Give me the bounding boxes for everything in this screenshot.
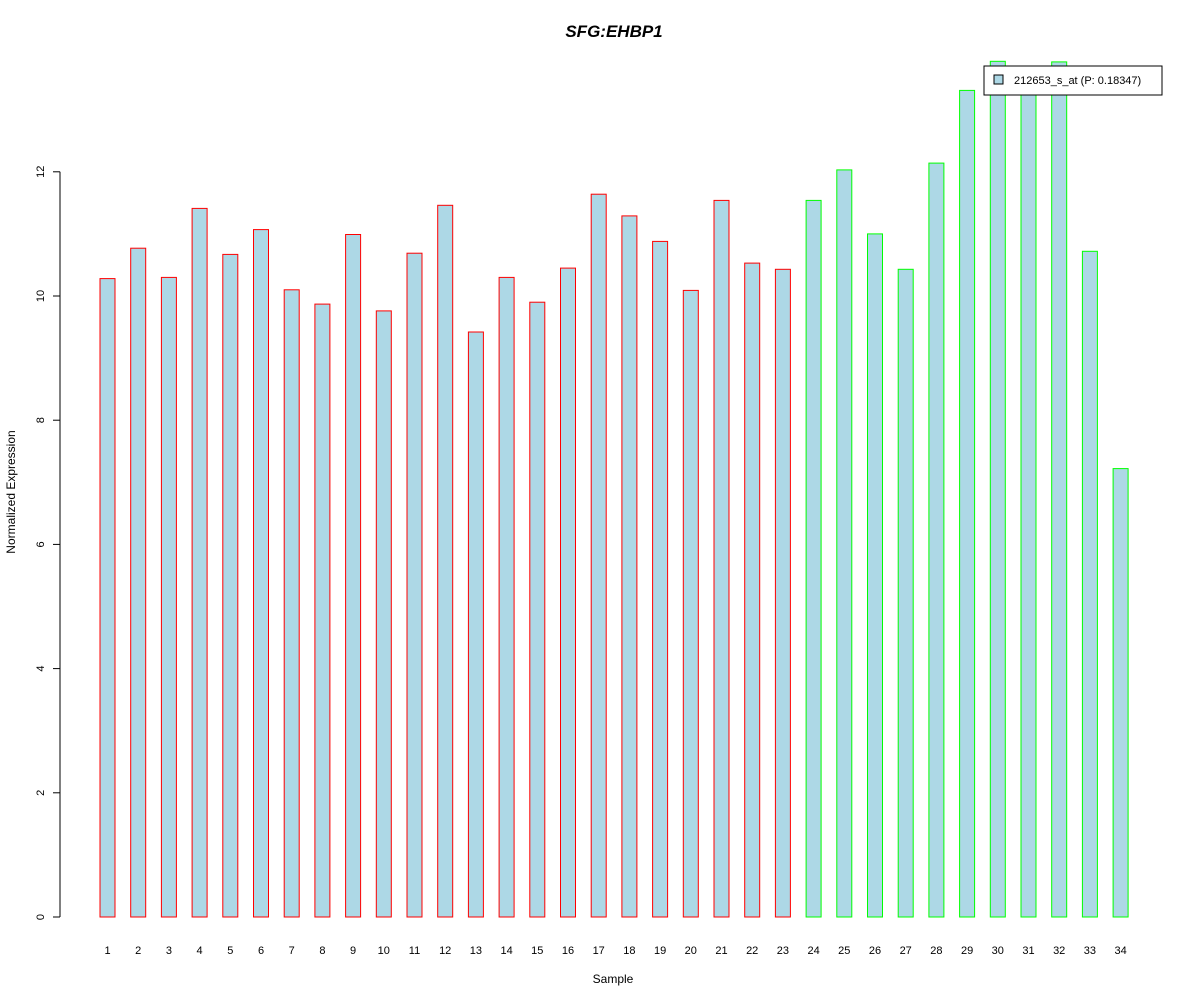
y-tick-label: 12	[35, 166, 47, 178]
x-tick-label: 13	[470, 945, 482, 957]
bar-sample-23	[774, 268, 791, 918]
x-tick-label: 25	[838, 945, 850, 957]
bar-sample-21	[713, 199, 730, 918]
x-tick-label: 15	[531, 945, 543, 957]
bar-sample-5	[222, 253, 239, 918]
bar-sample-15	[529, 301, 546, 918]
x-tick-label: 24	[807, 945, 819, 957]
bar-sample-6	[253, 229, 269, 918]
bars	[99, 60, 1129, 918]
x-tick-label: 12	[439, 945, 451, 957]
x-tick-label: 27	[900, 945, 912, 957]
x-tick-label: 3	[166, 945, 172, 957]
bar-sample-28	[928, 162, 945, 918]
x-tick-label: 7	[289, 945, 295, 957]
y-axis: 0 2 4 6 8 10 12	[35, 166, 61, 920]
bar-sample-32	[1051, 61, 1068, 918]
x-tick-label: 23	[777, 945, 789, 957]
y-tick-label: 4	[35, 666, 47, 672]
bar-sample-29	[959, 89, 976, 918]
bar-sample-11	[406, 252, 423, 918]
x-tick-label: 2	[135, 945, 141, 957]
bar-sample-2	[130, 247, 147, 918]
x-tick-label: 20	[685, 945, 697, 957]
x-tick-label: 29	[961, 945, 973, 957]
y-tick-label: 2	[35, 790, 47, 796]
x-tick-label: 22	[746, 945, 758, 957]
bar-sample-4	[191, 207, 208, 918]
bar-sample-20	[682, 289, 699, 918]
bar-sample-25	[836, 169, 853, 918]
bar-sample-27	[897, 268, 914, 918]
x-tick-label: 21	[715, 945, 727, 957]
bar-sample-14	[498, 276, 515, 918]
y-tick-label: 0	[35, 914, 47, 920]
x-tick-label: 16	[562, 945, 574, 957]
x-tick-label: 4	[197, 945, 203, 957]
bar-sample-3	[160, 276, 177, 918]
legend-label: 212653_s_at (P: 0.18347)	[1014, 75, 1141, 87]
bar-sample-33	[1081, 250, 1098, 918]
y-tick-label: 8	[35, 417, 47, 423]
bar-sample-18	[621, 215, 638, 918]
x-tick-label: 34	[1114, 945, 1126, 957]
bar-sample-1	[99, 278, 116, 918]
bar-sample-16	[560, 267, 576, 918]
bar-sample-10	[375, 310, 392, 918]
bar-sample-19	[652, 240, 669, 918]
bar-sample-12	[437, 204, 454, 918]
bar-sample-9	[345, 234, 362, 918]
bar-sample-30	[989, 60, 1006, 918]
legend-swatch	[993, 74, 1004, 85]
y-tick-label: 6	[35, 541, 47, 547]
x-tick-label: 6	[258, 945, 264, 957]
x-tick-label: 9	[350, 945, 356, 957]
bar-sample-26	[867, 233, 883, 918]
x-tick-label: 1	[104, 945, 110, 957]
x-axis-label: Sample	[593, 972, 634, 986]
bar-sample-34	[1112, 468, 1129, 918]
x-tick-label: 8	[319, 945, 325, 957]
y-axis-label: Normalized Expression	[4, 430, 18, 553]
legend-box	[983, 65, 1163, 96]
x-tick-label: 14	[500, 945, 512, 957]
chart-title: SFG:EHBP1	[565, 22, 662, 41]
bar-sample-7	[283, 289, 300, 918]
bar-sample-17	[590, 193, 607, 918]
bar-sample-8	[314, 303, 331, 918]
x-tick-label: 19	[654, 945, 666, 957]
bar-sample-13	[467, 331, 484, 918]
x-tick-label: 18	[623, 945, 635, 957]
bar-sample-31	[1020, 89, 1037, 918]
x-tick-label: 17	[593, 945, 605, 957]
x-axis-tick-labels: 1 2 3 4 5 6 7 8 9 10 11 12 13 14 15 16 17 18 19 20 21 22 23 24 2…	[104, 945, 1126, 957]
x-tick-label: 10	[378, 945, 390, 957]
bar-sample-22	[744, 262, 761, 918]
x-tick-label: 30	[992, 945, 1004, 957]
x-tick-label: 26	[869, 945, 881, 957]
x-tick-label: 33	[1084, 945, 1096, 957]
x-tick-label: 11	[409, 945, 420, 957]
bar-sample-24	[805, 199, 822, 918]
x-tick-label: 5	[227, 945, 233, 957]
x-tick-label: 31	[1022, 945, 1034, 957]
x-tick-label: 28	[930, 945, 942, 957]
y-tick-label: 10	[35, 290, 47, 302]
x-tick-label: 32	[1053, 945, 1065, 957]
legend: 212653_s_at (P: 0.18347)	[983, 65, 1163, 96]
